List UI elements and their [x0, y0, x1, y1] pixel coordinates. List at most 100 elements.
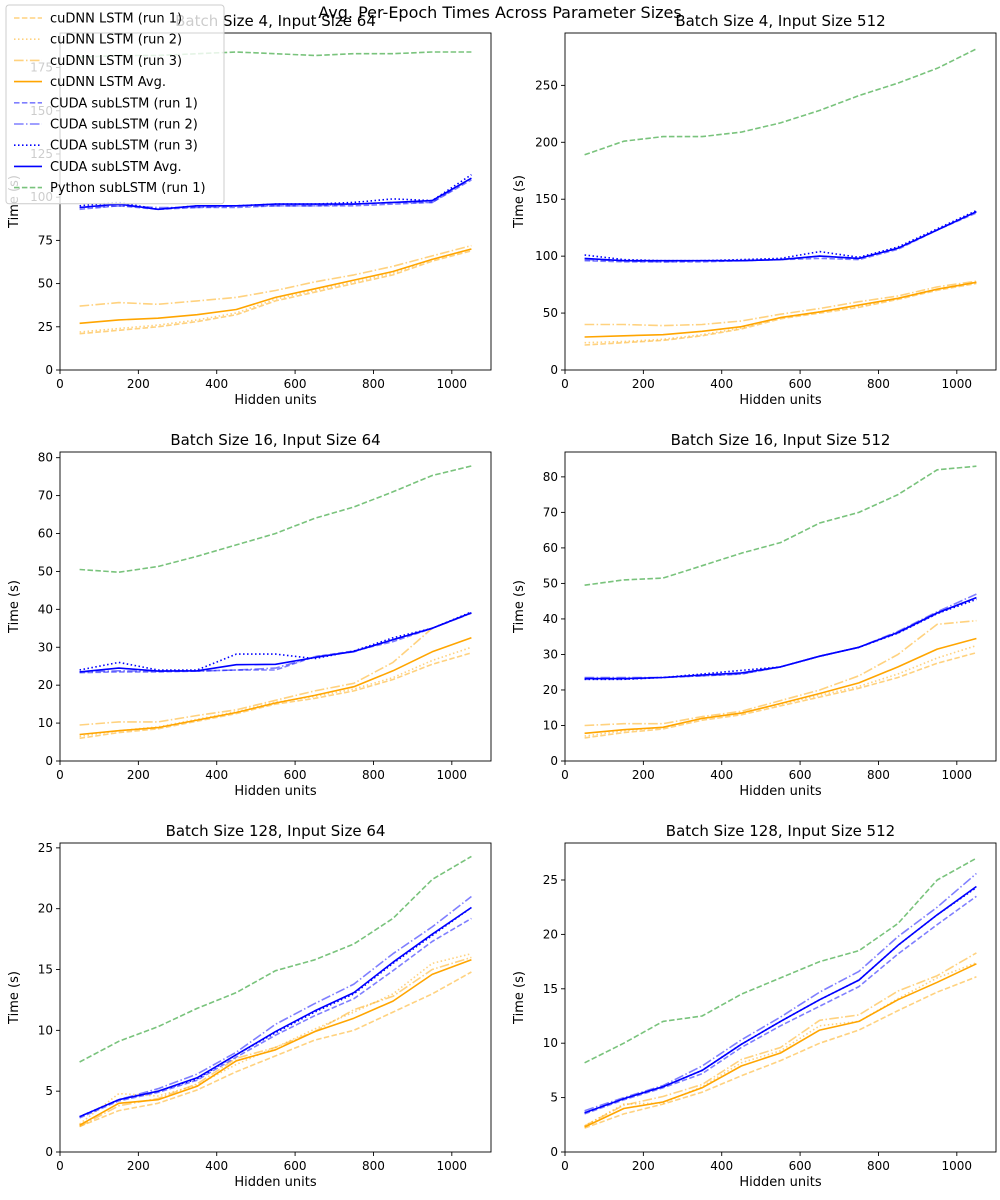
- axes-frame: [564, 842, 997, 1153]
- y-tick-label: 30: [543, 647, 558, 661]
- x-tick-label: 1000: [437, 377, 468, 391]
- y-tick-label: 75: [38, 233, 53, 247]
- series-line: [584, 210, 977, 263]
- subplot-5: Batch Size 128, Input Size 640 200 400 600 8…: [7, 822, 492, 1190]
- x-tick-label: 600: [789, 1159, 812, 1173]
- x-axis-label: Hidden units: [234, 784, 316, 799]
- series-line: [79, 250, 472, 335]
- series-line: [584, 596, 977, 680]
- legend-entry: cuDNN LSTM (run 1): [14, 12, 182, 27]
- x-tick-label: 0: [561, 377, 569, 391]
- subplot-title: Batch Size 4, Input Size 64: [175, 12, 376, 30]
- y-tick-label: 10: [543, 1036, 558, 1050]
- x-tick-label: 400: [710, 377, 733, 391]
- series-line: [584, 619, 977, 727]
- series-line: [584, 885, 977, 1114]
- y-axis-label: Time (s): [7, 580, 22, 634]
- series-line: [79, 906, 472, 1118]
- legend-label: cuDNN LSTM Avg.: [50, 75, 166, 90]
- series-line: [584, 963, 977, 1128]
- y-tick-label: 10: [543, 718, 558, 732]
- legend-entry: CUDA subLSTM (run 3): [14, 139, 198, 154]
- y-tick-label: 5: [550, 1091, 558, 1105]
- x-tick-label: 0: [561, 768, 569, 782]
- axes-frame: [564, 451, 997, 762]
- axes-frame: [564, 32, 997, 371]
- series-line: [584, 895, 977, 1115]
- legend-label: cuDNN LSTM (run 1): [50, 12, 182, 27]
- y-tick-label: 70: [38, 489, 53, 503]
- legend-entry: CUDA subLSTM Avg.: [14, 160, 182, 175]
- x-tick-label: 600: [789, 768, 812, 782]
- x-tick-label: 0: [56, 1159, 64, 1173]
- series-group: [79, 855, 472, 1128]
- series-line: [584, 857, 977, 1064]
- y-tick-label: 0: [550, 754, 558, 768]
- x-tick-label: 800: [867, 1159, 890, 1173]
- x-tick-label: 1000: [942, 1159, 973, 1173]
- legend-entry: CUDA subLSTM (run 1): [14, 96, 198, 111]
- legend-label: CUDA subLSTM (run 2): [50, 118, 198, 133]
- y-tick-label: 40: [38, 602, 53, 616]
- y-tick-label: 250: [535, 78, 558, 92]
- series-line: [79, 895, 472, 1118]
- series-line: [584, 651, 977, 739]
- legend-label: CUDA subLSTM (run 3): [50, 139, 198, 154]
- series-line: [584, 637, 977, 735]
- x-tick-label: 600: [789, 377, 812, 391]
- y-tick-label: 80: [38, 451, 53, 465]
- legend-entry: Python subLSTM (run 1): [14, 181, 206, 196]
- legend-entry: cuDNN LSTM (run 2): [14, 33, 182, 48]
- series-line: [79, 612, 472, 726]
- series-line: [79, 611, 472, 671]
- y-tick-label: 0: [45, 754, 53, 768]
- x-tick-label: 1000: [942, 768, 973, 782]
- x-tick-label: 400: [710, 1159, 733, 1173]
- series-line: [584, 212, 977, 263]
- x-tick-label: 200: [127, 1159, 150, 1173]
- x-tick-label: 400: [205, 377, 228, 391]
- y-tick-label: 10: [38, 1023, 53, 1037]
- legend-label: CUDA subLSTM (run 1): [50, 96, 198, 111]
- y-tick-label: 100: [535, 249, 558, 263]
- x-axis-label: Hidden units: [739, 784, 821, 799]
- series-line: [584, 281, 977, 338]
- series-group: [584, 465, 977, 739]
- x-tick-label: 800: [362, 768, 385, 782]
- x-axis-label: Hidden units: [234, 1175, 316, 1190]
- series-line: [79, 612, 472, 673]
- legend-entry: cuDNN LSTM Avg.: [14, 75, 166, 90]
- y-axis-label: Time (s): [512, 580, 527, 634]
- subplot-grid: Batch Size 4, Input Size 640 200 400 600 800…: [7, 12, 997, 1190]
- subplot-title: Batch Size 128, Input Size 64: [166, 822, 386, 840]
- series-group: [584, 48, 977, 346]
- y-tick-label: 50: [543, 576, 558, 590]
- x-tick-label: 600: [284, 768, 307, 782]
- y-tick-label: 50: [38, 277, 53, 291]
- series-line: [79, 612, 472, 674]
- x-tick-label: 200: [632, 768, 655, 782]
- series-line: [584, 48, 977, 156]
- y-tick-label: 200: [535, 135, 558, 149]
- x-axis-label: Hidden units: [739, 1175, 821, 1190]
- legend-label: cuDNN LSTM (run 3): [50, 54, 182, 69]
- y-tick-label: 25: [38, 841, 53, 855]
- series-line: [584, 465, 977, 586]
- y-tick-label: 60: [543, 541, 558, 555]
- subplot-title: Batch Size 4, Input Size 512: [675, 12, 885, 30]
- series-line: [584, 280, 977, 327]
- series-line: [79, 952, 472, 1125]
- series-line: [584, 952, 977, 1127]
- y-tick-label: 0: [550, 363, 558, 377]
- series-line: [584, 282, 977, 346]
- x-tick-label: 200: [127, 768, 150, 782]
- y-tick-label: 15: [543, 982, 558, 996]
- series-line: [584, 209, 977, 262]
- series-line: [584, 210, 977, 262]
- axes-frame: [59, 842, 492, 1153]
- y-tick-label: 25: [543, 873, 558, 887]
- y-tick-label: 0: [45, 1145, 53, 1159]
- series-line: [79, 971, 472, 1128]
